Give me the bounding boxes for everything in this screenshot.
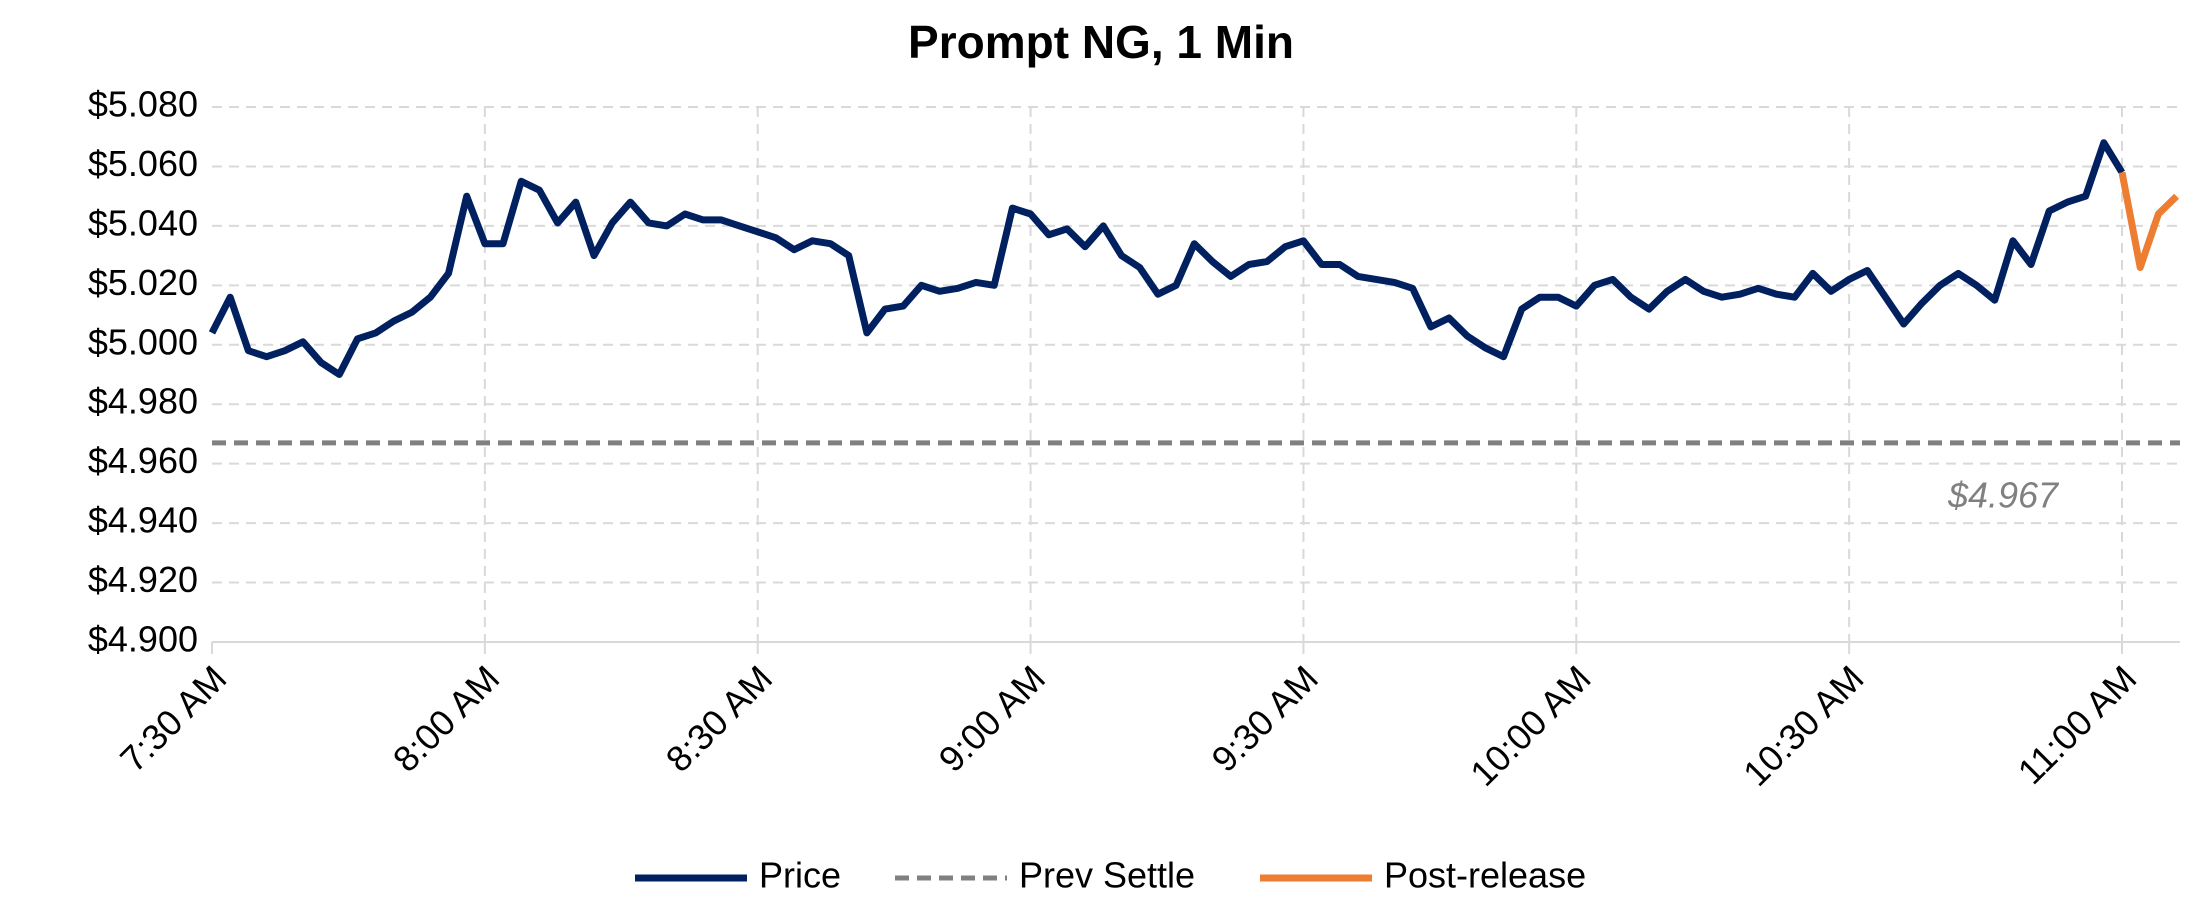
x-tick-label: 8:30 AM [658, 657, 780, 779]
x-tick-label: 9:30 AM [1203, 657, 1325, 779]
x-tick-label: 7:30 AM [112, 657, 234, 779]
legend-label: Post-release [1384, 855, 1586, 896]
legend-label: Prev Settle [1019, 855, 1195, 896]
x-tick-label: 11:00 AM [2010, 657, 2145, 792]
y-tick-label: $4.940 [88, 500, 198, 541]
reference-label: $4.967 [1947, 474, 2060, 515]
y-tick-label: $4.920 [88, 559, 198, 600]
x-tick-label: 8:00 AM [385, 657, 507, 779]
y-tick-label: $4.960 [88, 440, 198, 481]
y-tick-label: $5.000 [88, 321, 198, 362]
price-line [208, 139, 2125, 378]
x-tick-label: 10:00 AM [1462, 657, 1599, 794]
x-tick-label: 9:00 AM [931, 657, 1053, 779]
y-tick-label: $4.980 [88, 381, 198, 422]
y-tick-label: $5.080 [88, 84, 198, 125]
y-tick-label: $4.900 [88, 619, 198, 660]
y-tick-label: $5.060 [88, 143, 198, 184]
y-tick-label: $5.020 [88, 262, 198, 303]
chart-title: Prompt NG, 1 Min [908, 16, 1294, 68]
y-tick-label: $5.040 [88, 202, 198, 243]
legend-label: Price [759, 855, 841, 896]
price-line [2118, 171, 2180, 271]
x-tick-label: 10:30 AM [1735, 657, 1872, 794]
